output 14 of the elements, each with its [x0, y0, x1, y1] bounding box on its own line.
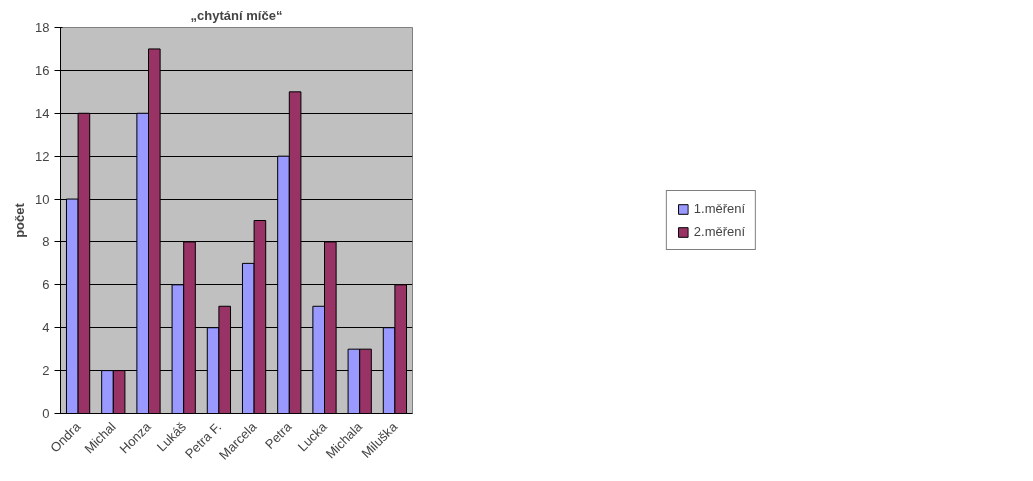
legend-label: 1.měření [693, 201, 746, 216]
y-tick-label: 18 [35, 20, 50, 35]
legend-label: 2.měření [693, 224, 746, 239]
y-tick-label: 8 [42, 234, 50, 250]
y-tick-label: 6 [42, 277, 50, 293]
y-axis-title: počet [12, 202, 28, 238]
y-tick-label: 16 [35, 62, 50, 78]
chart-title: „chytání míče“ [190, 7, 283, 23]
y-tick-label: 14 [35, 105, 50, 121]
y-tick-label: 0 [42, 406, 50, 421]
y-tick-label: 10 [35, 191, 50, 207]
y-tick-label: 12 [35, 148, 50, 164]
y-tick-label: 4 [42, 320, 50, 336]
y-tick-label: 2 [42, 363, 50, 379]
